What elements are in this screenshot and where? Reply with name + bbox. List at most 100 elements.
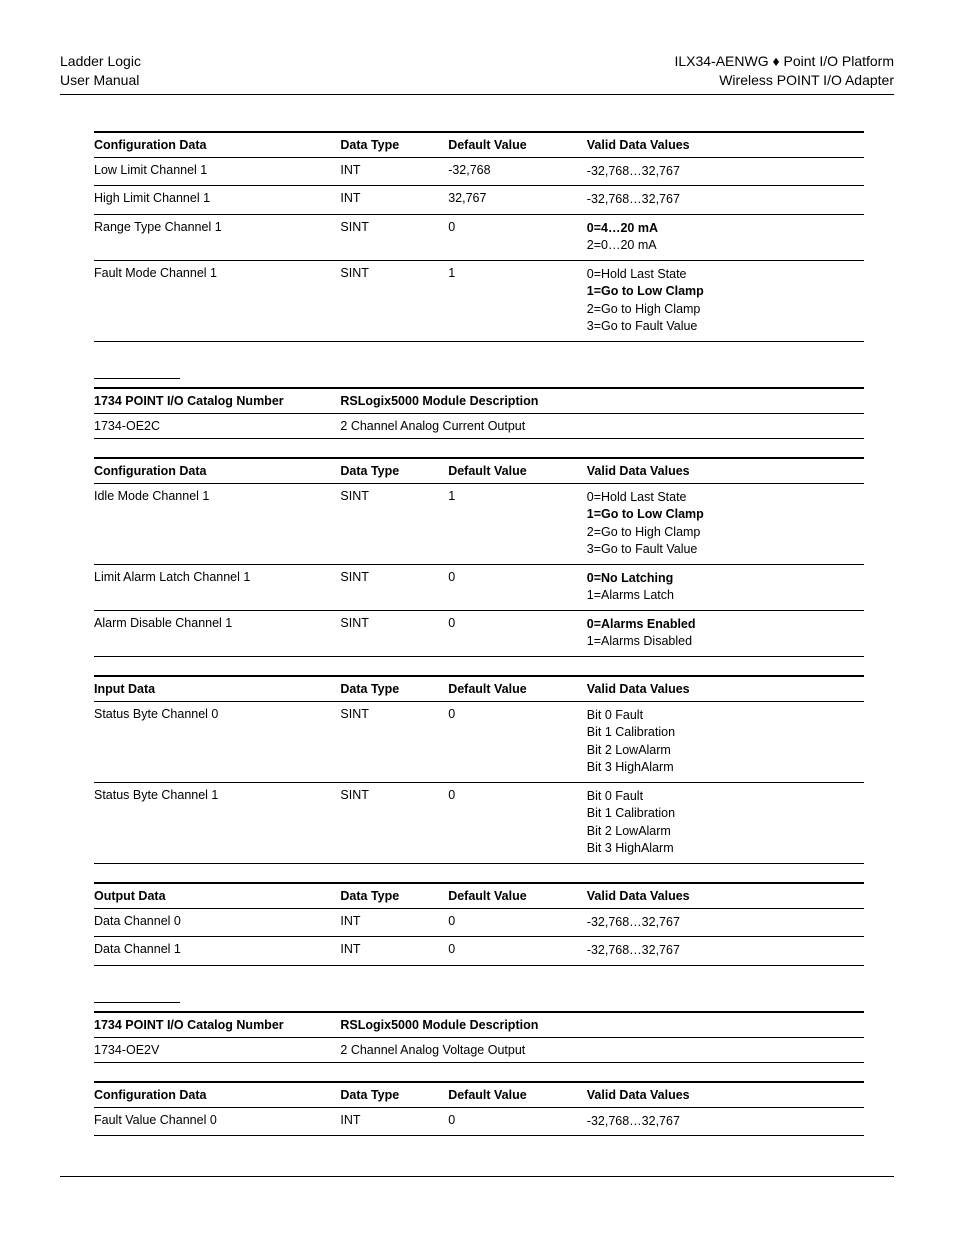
cell-default-value: 0 <box>448 701 587 782</box>
catalog2-desc: 2 Channel Analog Voltage Output <box>340 1037 864 1062</box>
value-line: 1=Alarms Latch <box>587 587 860 605</box>
col-valid-values: Valid Data Values <box>587 676 864 702</box>
table-row: Data Channel 1INT0-32,768…32,767 <box>94 937 864 966</box>
cell-data-type: SINT <box>340 610 448 656</box>
col-default-value: Default Value <box>448 883 587 909</box>
section-separator <box>94 1002 180 1003</box>
cell-name: Fault Mode Channel 1 <box>94 260 340 341</box>
config-data-table-3: Configuration Data Data Type Default Val… <box>94 1081 864 1137</box>
col-module-desc: RSLogix5000 Module Description <box>340 388 864 414</box>
table-row: Range Type Channel 1SINT00=4…20 mA2=0…20… <box>94 214 864 260</box>
value-line: 3=Go to Fault Value <box>587 318 860 336</box>
config-data-table-2: Configuration Data Data Type Default Val… <box>94 457 864 657</box>
cell-name: Limit Alarm Latch Channel 1 <box>94 564 340 610</box>
section-separator <box>94 378 180 379</box>
table-row: Alarm Disable Channel 1SINT00=Alarms Ena… <box>94 610 864 656</box>
cell-valid-values: -32,768…32,767 <box>587 1107 864 1136</box>
cell-valid-values: -32,768…32,767 <box>587 937 864 966</box>
value-line: -32,768…32,767 <box>587 914 860 932</box>
cell-valid-values: 0=No Latching1=Alarms Latch <box>587 564 864 610</box>
col-output-data: Output Data <box>94 883 340 909</box>
table-row: Idle Mode Channel 1SINT10=Hold Last Stat… <box>94 483 864 564</box>
col-input-data: Input Data <box>94 676 340 702</box>
cell-valid-values: 0=Hold Last State1=Go to Low Clamp2=Go t… <box>587 483 864 564</box>
header-left: Ladder Logic User Manual <box>60 52 141 90</box>
value-line: 1=Alarms Disabled <box>587 633 860 651</box>
cell-default-value: 32,767 <box>448 186 587 215</box>
cell-data-type: SINT <box>340 260 448 341</box>
value-line: 2=Go to High Clamp <box>587 524 860 542</box>
cell-data-type: INT <box>340 186 448 215</box>
col-default-value: Default Value <box>448 132 587 158</box>
cell-name: Data Channel 1 <box>94 937 340 966</box>
cell-default-value: 1 <box>448 260 587 341</box>
col-module-desc: RSLogix5000 Module Description <box>340 1012 864 1038</box>
page-header: Ladder Logic User Manual ILX34-AENWG ♦ P… <box>60 52 894 95</box>
cell-data-type: SINT <box>340 483 448 564</box>
col-default-value: Default Value <box>448 676 587 702</box>
cell-data-type: SINT <box>340 701 448 782</box>
col-config-data: Configuration Data <box>94 1082 340 1108</box>
value-line: 0=4…20 mA <box>587 220 860 238</box>
cell-default-value: 0 <box>448 610 587 656</box>
table4-body: Data Channel 0INT0-32,768…32,767Data Cha… <box>94 908 864 966</box>
value-line: 3=Go to Fault Value <box>587 541 860 559</box>
col-catalog-number: 1734 POINT I/O Catalog Number <box>94 388 340 414</box>
cell-name: Alarm Disable Channel 1 <box>94 610 340 656</box>
header-left-line2: User Manual <box>60 71 141 90</box>
col-valid-values: Valid Data Values <box>587 132 864 158</box>
col-data-type: Data Type <box>340 883 448 909</box>
table-row: High Limit Channel 1INT32,767-32,768…32,… <box>94 186 864 215</box>
col-config-data: Configuration Data <box>94 458 340 484</box>
cell-valid-values: 0=4…20 mA2=0…20 mA <box>587 214 864 260</box>
table2-body: Idle Mode Channel 1SINT10=Hold Last Stat… <box>94 483 864 657</box>
value-line: -32,768…32,767 <box>587 942 860 960</box>
header-right: ILX34-AENWG ♦ Point I/O Platform Wireles… <box>674 52 894 90</box>
cell-name: Fault Value Channel 0 <box>94 1107 340 1136</box>
cell-name: Status Byte Channel 1 <box>94 782 340 863</box>
table1-body: Low Limit Channel 1INT-32,768-32,768…32,… <box>94 157 864 342</box>
cell-data-type: SINT <box>340 214 448 260</box>
value-line: -32,768…32,767 <box>587 163 860 181</box>
value-line: 0=Hold Last State <box>587 489 860 507</box>
table-row: Limit Alarm Latch Channel 1SINT00=No Lat… <box>94 564 864 610</box>
cell-data-type: INT <box>340 937 448 966</box>
value-line: Bit 3 HighAlarm <box>587 840 860 858</box>
col-data-type: Data Type <box>340 458 448 484</box>
value-line: Bit 3 HighAlarm <box>587 759 860 777</box>
col-default-value: Default Value <box>448 1082 587 1108</box>
cell-data-type: INT <box>340 908 448 937</box>
cell-name: High Limit Channel 1 <box>94 186 340 215</box>
cell-name: Low Limit Channel 1 <box>94 157 340 186</box>
cell-valid-values: -32,768…32,767 <box>587 157 864 186</box>
catalog-table-1: 1734 POINT I/O Catalog Number RSLogix500… <box>94 387 864 439</box>
value-line: 2=0…20 mA <box>587 237 860 255</box>
value-line: -32,768…32,767 <box>587 1113 860 1131</box>
value-line: 1=Go to Low Clamp <box>587 283 860 301</box>
col-data-type: Data Type <box>340 1082 448 1108</box>
value-line: 1=Go to Low Clamp <box>587 506 860 524</box>
cell-default-value: 0 <box>448 908 587 937</box>
catalog2-number: 1734-OE2V <box>94 1037 340 1062</box>
catalog1-desc: 2 Channel Analog Current Output <box>340 413 864 438</box>
col-valid-values: Valid Data Values <box>587 883 864 909</box>
col-valid-values: Valid Data Values <box>587 458 864 484</box>
col-config-data: Configuration Data <box>94 132 340 158</box>
value-line: 2=Go to High Clamp <box>587 301 860 319</box>
content: Configuration Data Data Type Default Val… <box>60 131 894 1137</box>
cell-data-type: SINT <box>340 782 448 863</box>
cell-valid-values: 0=Hold Last State1=Go to Low Clamp2=Go t… <box>587 260 864 341</box>
cell-valid-values: Bit 0 FaultBit 1 CalibrationBit 2 LowAla… <box>587 701 864 782</box>
col-data-type: Data Type <box>340 132 448 158</box>
cell-name: Range Type Channel 1 <box>94 214 340 260</box>
config-data-table-1: Configuration Data Data Type Default Val… <box>94 131 864 342</box>
table-row: Status Byte Channel 1SINT0Bit 0 FaultBit… <box>94 782 864 863</box>
header-left-line1: Ladder Logic <box>60 52 141 71</box>
value-line: Bit 1 Calibration <box>587 805 860 823</box>
value-line: -32,768…32,767 <box>587 191 860 209</box>
value-line: 0=Hold Last State <box>587 266 860 284</box>
col-default-value: Default Value <box>448 458 587 484</box>
cell-valid-values: 0=Alarms Enabled1=Alarms Disabled <box>587 610 864 656</box>
footer-rule <box>60 1176 894 1177</box>
table-row: Fault Value Channel 0INT0-32,768…32,767 <box>94 1107 864 1136</box>
